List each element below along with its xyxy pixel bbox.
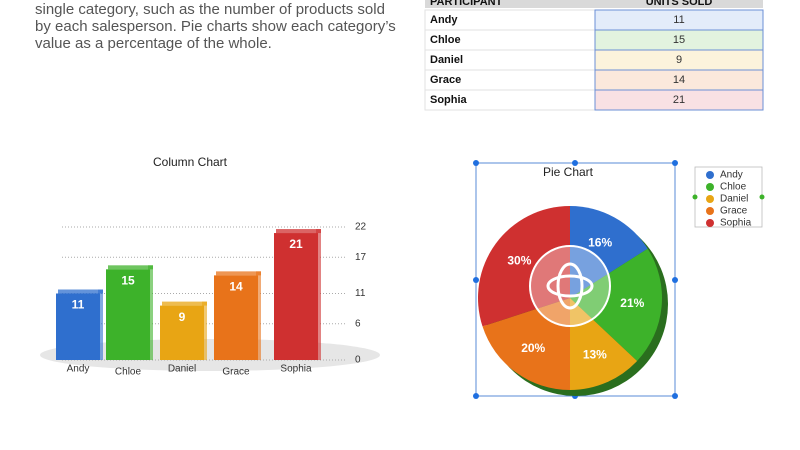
bar [214,275,258,360]
value-text: 11 [673,14,684,26]
table-header [425,0,763,8]
name-cell: Daniel [430,54,463,66]
name-cell: Andy [430,14,458,26]
pie-slice [570,298,638,390]
pie-slice [570,248,663,361]
handle[interactable] [759,194,765,200]
pie-slice [570,206,648,298]
handle[interactable] [473,160,479,166]
legend-swatch [706,195,714,203]
legend-label: Daniel [720,194,748,205]
value-text: 9 [676,54,682,66]
intro-line: value as a percentage of the whole. [35,35,272,52]
y-tick-label: 11 [355,288,366,299]
slice-label: 13% [583,348,607,362]
bar-top [216,271,261,276]
legend-box [694,166,763,228]
bar-side [202,301,207,360]
slice-label: 21% [620,296,644,310]
bar [274,233,318,360]
legend-swatch [706,171,714,179]
bar-top [276,229,321,234]
bar-side [148,265,153,360]
intro-line: single category, such as the number of p… [35,1,385,18]
chart-title: Column Chart [153,155,228,169]
rotate-icon [546,274,594,298]
legend-label: Chloe [720,182,747,193]
legend-label: Sophia [720,218,752,229]
bar-side [256,271,261,360]
handle[interactable] [473,393,479,399]
bar-top [58,289,103,294]
chart-title: Pie Chart [543,165,594,179]
bar-top [108,265,153,270]
handle[interactable] [672,393,678,399]
legend-label: Grace [720,206,748,217]
value-text: 21 [673,94,685,106]
handle[interactable] [572,160,578,166]
y-tick-label: 22 [355,222,367,233]
pie-slice [478,206,570,327]
handles[interactable] [473,160,678,399]
slice-label: 16% [588,235,612,249]
rotate-control [529,245,611,327]
x-tick-label: Chloe [115,367,142,378]
bar-label: 11 [72,298,85,312]
header-cell: PARTICIPANT [430,0,503,8]
handle[interactable] [473,277,479,283]
y-tick-label: 0 [355,355,361,366]
name-cell: Sophia [430,94,468,106]
intro-line: by each salesperson. Pie charts show eac… [35,18,396,35]
slice-label: 30% [507,253,531,267]
slice-label: 20% [521,341,545,355]
bar-top [162,301,207,306]
handle[interactable] [672,277,678,283]
name-cell: Chloe [430,34,461,46]
handle[interactable] [692,194,698,200]
bar-label: 14 [229,280,243,294]
bar [56,293,100,360]
bar-label: 15 [121,273,135,287]
name-cell: Grace [430,74,461,86]
bar-label: 9 [179,310,186,324]
legend-swatch [706,219,714,227]
header-cell: UNITS SOLD [646,0,713,8]
bar [160,305,204,360]
legend-swatch [706,183,714,191]
legend-label: Andy [720,170,743,181]
x-tick-label: Sophia [280,364,312,375]
y-tick-label: 6 [355,318,361,329]
handle[interactable] [672,160,678,166]
bar-label: 21 [289,237,303,251]
bar-side [98,289,103,360]
bar-side [316,229,321,360]
pie-slice [482,298,570,390]
x-tick-label: Andy [67,364,90,375]
y-tick-label: 17 [355,252,367,263]
rotate-icon [556,262,584,310]
value-text: 15 [673,34,685,46]
bar [106,269,150,360]
value-text: 14 [673,74,685,86]
legend-swatch [706,207,714,215]
value-cell [594,89,764,111]
x-tick-label: Grace [222,367,250,378]
x-tick-label: Daniel [168,364,196,375]
